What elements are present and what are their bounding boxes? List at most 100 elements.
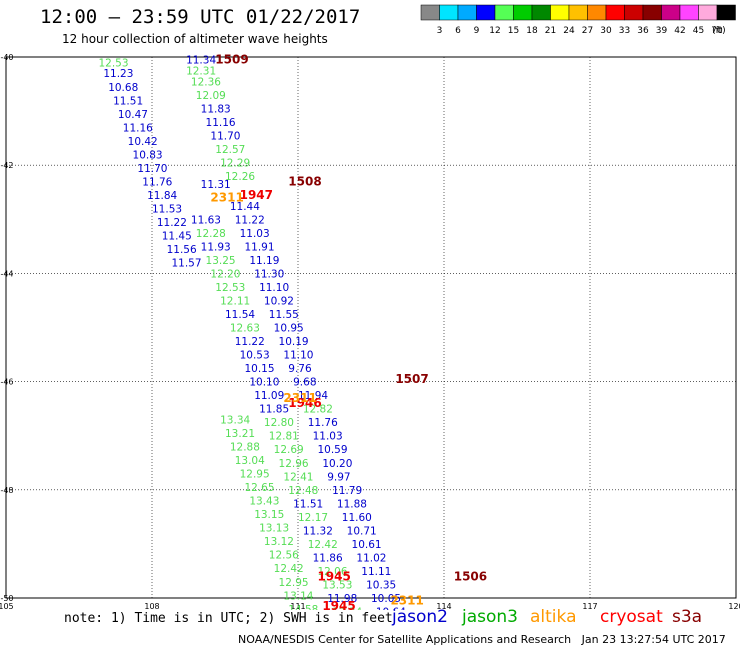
swh-label-jason2: 11.19 [249, 255, 279, 267]
swh-label-jason2: 11.22 [157, 217, 187, 229]
swh-label-jason2: 9.97 [327, 471, 350, 483]
swh-label-jason3: 12.11 [220, 295, 250, 307]
swh-label-jason2: 11.79 [332, 485, 362, 497]
swh-label-cryosat: 1946 [288, 396, 321, 410]
swh-label-altika: 2311 [210, 191, 243, 205]
plot-frame [5, 56, 737, 599]
swh-label-jason2: 11.93 [201, 241, 231, 253]
swh-label-jason2: 11.03 [240, 228, 270, 240]
swh-label-jason2: 11.76 [308, 417, 338, 429]
swh-label-jason3: 12.53 [215, 282, 245, 294]
swh-label-jason3: 12.48 [288, 485, 318, 497]
swh-label-jason3: 12.57 [215, 144, 245, 156]
swh-label-jason2: 10.68 [108, 82, 138, 94]
color-scale-label: 27 [582, 26, 593, 36]
x-tick-label: 111 [290, 602, 305, 610]
swh-label-jason2: 11.32 [303, 525, 333, 537]
swh-label-jason2: 9.68 [293, 377, 316, 389]
x-tick-label: 117 [582, 602, 597, 610]
swh-label-jason3: 12.82 [303, 404, 333, 416]
swh-label-jason2: 11.16 [123, 122, 153, 134]
swh-label-jason3: 12.65 [244, 482, 274, 494]
swh-label-jason2: 11.53 [152, 203, 182, 215]
y-tick-label: -48 [0, 486, 13, 495]
swh-label-jason3: 12.53 [98, 57, 128, 69]
y-tick-label: -40 [0, 53, 13, 62]
credit-line: NOAA/NESDIS Center for Satellite Applica… [238, 633, 726, 646]
color-scale-label: (ft) [712, 26, 726, 36]
color-scale-label: 15 [508, 26, 519, 36]
swh-label-jason3: 12.41 [283, 471, 313, 483]
swh-label-jason2: 11.03 [313, 431, 343, 443]
color-scale-label: 39 [656, 26, 668, 36]
swh-label-jason3: 12.28 [196, 228, 226, 240]
color-swatch [716, 4, 736, 21]
swh-label-jason2: 10.19 [279, 336, 309, 348]
y-tick-label: -50 [0, 594, 13, 603]
color-scale-label: 70 [711, 26, 723, 36]
chart-subtitle: 12 hour collection of altimeter wave hei… [62, 32, 328, 46]
x-tick-label: 105 [0, 602, 14, 610]
swh-label-jason2: 11.76 [142, 176, 172, 188]
footer-note: note: 1) Time is in UTC; 2) SWH is in fe… [64, 611, 393, 626]
swh-label-jason2: 11.94 [298, 390, 328, 402]
swh-label-jason2: 10.35 [366, 579, 396, 591]
swh-label-jason3: 13.12 [264, 536, 294, 548]
swh-label-jason2: 11.02 [356, 552, 386, 564]
color-scale-label: 42 [674, 26, 685, 36]
swh-label-jason3: 13.14 [283, 590, 313, 602]
swh-label-jason2: 11.22 [235, 214, 265, 226]
swh-label-jason2: 11.60 [342, 512, 372, 524]
swh-label-jason2: 10.20 [322, 458, 352, 470]
swh-label-jason2: 11.11 [361, 566, 391, 578]
swh-label-jason3: 12.95 [240, 469, 270, 481]
swh-label-jason2: 10.64 [376, 607, 406, 610]
swh-label-jason2: 11.22 [235, 336, 265, 348]
x-tick-label: 114 [436, 602, 451, 610]
swh-label-cryosat: 1945 [322, 599, 355, 610]
swh-label-jason2: 11.45 [162, 231, 192, 243]
swh-label-jason2: 11.44 [230, 201, 260, 213]
swh-label-jason2: 11.30 [254, 268, 284, 280]
swh-label-jason3: 12.31 [186, 66, 216, 78]
swh-label-jason3: 12.95 [279, 577, 309, 589]
swh-label-jason3: 13.53 [322, 579, 352, 591]
swh-label-jason2: 10.71 [347, 525, 377, 537]
chart-title: 12:00 – 23:59 UTC 01/22/2017 [40, 6, 361, 28]
color-scale-label: 18 [526, 26, 538, 36]
swh-label-jason2: 9.76 [288, 363, 312, 375]
y-tick-label: -42 [0, 161, 13, 170]
wave-height-plot: 105 108 111 114 117 120 -40 -42 -44 -46 -48 -50 12.5… [0, 53, 740, 610]
swh-label-jason2: 11.85 [259, 404, 289, 416]
swh-label-jason2: 10.42 [128, 136, 158, 148]
swh-label-jason2: 11.88 [337, 498, 367, 510]
swh-label-jason2: 11.86 [313, 552, 343, 564]
swh-label-jason2: 11.56 [167, 244, 197, 256]
swh-label-jason2: 11.10 [259, 282, 289, 294]
swh-label-jason3: 12.56 [269, 550, 299, 562]
x-tick-label: 120 [728, 602, 740, 610]
swh-label-jason3: 13.25 [206, 255, 236, 267]
swh-label-jason3: 13.13 [259, 523, 289, 535]
legend-jason2: jason2 [392, 607, 448, 627]
color-scale-label: 36 [637, 26, 649, 36]
swh-label-jason2: 10.47 [118, 109, 148, 121]
swh-label-altika: 2311 [283, 391, 316, 405]
x-tick-label: 108 [144, 602, 159, 610]
swh-label-jason2: 11.09 [254, 390, 284, 402]
swh-label-cryosat: 1945 [317, 569, 350, 583]
swh-label-jason3: 13.43 [249, 496, 279, 508]
swh-label-jason2: 10.15 [244, 363, 274, 375]
swh-label-jason3: 12.20 [210, 268, 240, 280]
swh-label-s3a: 1507 [395, 372, 428, 386]
swh-label-jason2: 11.10 [283, 350, 313, 362]
swh-label-cryosat: 1947 [240, 188, 273, 202]
swh-label-jason3: 12.17 [298, 512, 328, 524]
swh-label-jason3: 14.58 [288, 604, 318, 610]
swh-label-jason3: 13.21 [225, 428, 255, 440]
swh-label-s3a: 1509 [215, 53, 248, 67]
swh-label-jason2: 11.34 [186, 55, 216, 67]
swh-label-jason2: 10.05 [371, 593, 401, 605]
color-scale-label: 21 [545, 26, 556, 36]
legend-jason3: jason3 [462, 607, 518, 627]
